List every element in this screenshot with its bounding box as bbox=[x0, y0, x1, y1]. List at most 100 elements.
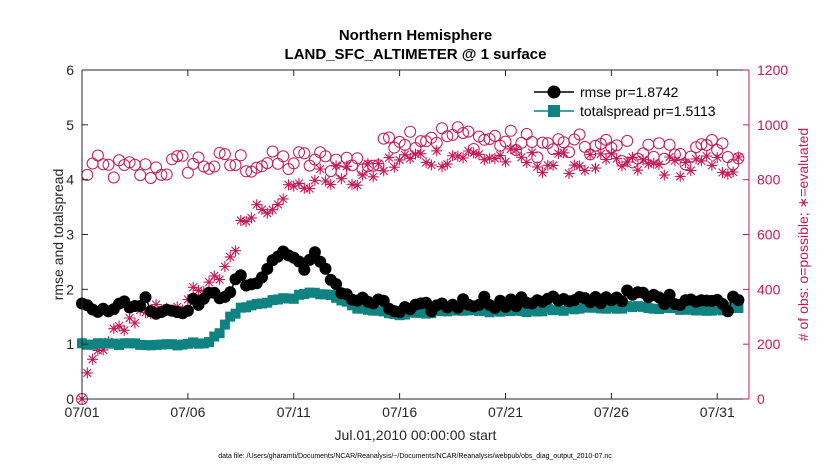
obs-possible-point bbox=[139, 158, 152, 171]
obs-evaluated-point bbox=[394, 154, 406, 166]
obs-evaluated-point bbox=[113, 320, 125, 332]
totalspread-point bbox=[320, 289, 331, 300]
totalspread-point bbox=[574, 303, 585, 314]
obs-evaluated-point bbox=[669, 155, 681, 167]
y-left-tick-label: 4 bbox=[66, 172, 74, 188]
y-left-tick-label: 1 bbox=[66, 336, 74, 352]
obs-possible-point bbox=[520, 128, 533, 140]
obs-evaluated-point bbox=[420, 156, 432, 168]
totalspread-point bbox=[235, 302, 246, 313]
obs-possible-point bbox=[144, 172, 157, 184]
totalspread-point bbox=[145, 340, 156, 351]
obs-possible-point bbox=[536, 136, 549, 149]
totalspread-point bbox=[103, 338, 114, 349]
obs-evaluated-point bbox=[600, 154, 612, 165]
totalspread-point bbox=[643, 303, 654, 314]
obs-evaluated-point bbox=[515, 151, 527, 163]
obs-evaluated-point bbox=[642, 158, 654, 170]
chart-title-line2: LAND_SFC_ALTIMETER @ 1 surface bbox=[285, 46, 547, 63]
totalspread-point bbox=[283, 293, 294, 304]
obs-possible-point bbox=[488, 129, 501, 142]
totalspread-point bbox=[177, 339, 188, 350]
y-left-tick-label: 5 bbox=[66, 117, 74, 133]
obs-possible-point bbox=[91, 149, 104, 162]
totalspread-point bbox=[516, 306, 527, 316]
totalspread-point bbox=[484, 307, 495, 318]
obs-evaluated-point bbox=[674, 170, 686, 182]
totalspread-point bbox=[553, 304, 564, 315]
x-tick-label: 07/16 bbox=[382, 404, 417, 420]
totalspread-point bbox=[262, 297, 273, 308]
legend-spread-marker bbox=[548, 105, 560, 117]
totalspread-point bbox=[257, 298, 267, 309]
totalspread-point bbox=[188, 337, 199, 348]
obs-possible-point bbox=[351, 152, 364, 165]
obs-evaluated-point bbox=[605, 148, 617, 160]
totalspread-point bbox=[315, 289, 326, 300]
obs-evaluated-point bbox=[690, 153, 702, 165]
obs-evaluated-point bbox=[97, 344, 109, 356]
totalspread-point bbox=[156, 339, 167, 350]
totalspread-point bbox=[564, 303, 574, 314]
totalspread-point bbox=[373, 305, 384, 316]
series-obs-evaluated bbox=[76, 143, 744, 405]
obs-possible-point bbox=[293, 146, 305, 159]
obs-evaluated-point bbox=[362, 158, 374, 170]
totalspread-point bbox=[198, 338, 209, 349]
obs-evaluated-point bbox=[701, 150, 713, 162]
obs-evaluated-point bbox=[240, 216, 252, 227]
totalspread-point bbox=[251, 299, 262, 310]
obs-evaluated-point bbox=[261, 207, 273, 219]
obs-evaluated-point bbox=[590, 162, 601, 174]
totalspread-point bbox=[410, 307, 421, 318]
obs-evaluated-point bbox=[579, 164, 591, 176]
rmse-point bbox=[330, 278, 343, 291]
obs-evaluated-point bbox=[685, 165, 697, 177]
y-right-tick-label: 600 bbox=[757, 227, 781, 243]
obs-possible-point bbox=[134, 169, 147, 182]
obs-evaluated-point bbox=[521, 157, 533, 169]
obs-evaluated-point bbox=[595, 148, 607, 160]
obs-evaluated-point bbox=[124, 312, 136, 324]
obs-possible-point bbox=[319, 150, 332, 163]
totalspread-point bbox=[92, 338, 103, 349]
totalspread-point bbox=[691, 305, 702, 316]
x-tick-label: 07/06 bbox=[170, 404, 205, 420]
obs-possible-point bbox=[578, 140, 591, 153]
obs-evaluated-point bbox=[214, 274, 226, 286]
obs-evaluated-point bbox=[277, 193, 289, 205]
obs-evaluated-point bbox=[732, 151, 744, 163]
totalspread-point bbox=[611, 303, 622, 314]
totalspread-point bbox=[336, 295, 347, 306]
totalspread-point bbox=[362, 304, 373, 315]
obs-possible-point bbox=[705, 134, 718, 146]
totalspread-point bbox=[542, 303, 553, 314]
obs-possible-point bbox=[218, 148, 231, 161]
totalspread-point bbox=[627, 302, 638, 313]
obs-evaluated-point bbox=[431, 145, 443, 157]
totalspread-point bbox=[294, 289, 304, 300]
obs-possible-point bbox=[589, 139, 602, 152]
obs-possible-point bbox=[224, 159, 237, 172]
obs-evaluated-point bbox=[415, 148, 427, 160]
obs-evaluated-point bbox=[219, 261, 231, 272]
obs-evaluated-point bbox=[468, 147, 480, 159]
obs-evaluated-point bbox=[256, 204, 268, 215]
obs-evaluated-point bbox=[505, 143, 517, 155]
obs-possible-point bbox=[234, 149, 247, 162]
obs-evaluated-point bbox=[208, 270, 220, 282]
totalspread-point bbox=[331, 292, 342, 303]
obs-evaluated-point bbox=[351, 179, 363, 191]
totalspread-point bbox=[82, 339, 93, 350]
x-axis-label: Jul.01,2010 00:00:00 start bbox=[335, 427, 497, 443]
totalspread-point bbox=[325, 290, 336, 300]
y-right-tick-label: 200 bbox=[757, 336, 781, 352]
obs-evaluated-point bbox=[309, 174, 321, 186]
obs-possible-point bbox=[573, 128, 586, 141]
series-line bbox=[81, 291, 739, 347]
obs-possible-point bbox=[266, 145, 279, 158]
obs-possible-point bbox=[155, 168, 168, 181]
obs-evaluated-point bbox=[680, 157, 691, 168]
data-file-footnote: data file: /Users/gharamti/Documents/NCA… bbox=[218, 453, 612, 460]
